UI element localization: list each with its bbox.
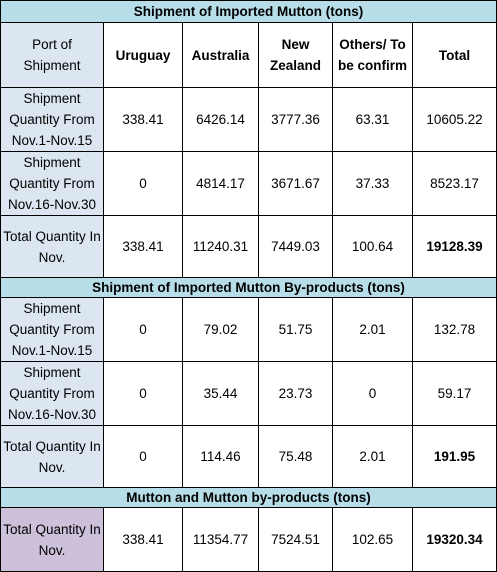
cell-total: 132.78 (411, 297, 497, 362)
cell-new-zealand: 75.48 (258, 425, 333, 488)
section-header-row: Shipment of Imported Mutton (tons) (0, 0, 497, 23)
cell-others: 102.65 (332, 507, 413, 572)
cell-uruguay: 338.41 (103, 87, 183, 152)
cell-total: 59.17 (411, 361, 497, 426)
header-new-zealand: New Zealand (258, 22, 333, 88)
cell-uruguay: 338.41 (103, 507, 183, 572)
header-australia: Australia (182, 22, 259, 88)
cell-total: 10605.22 (411, 87, 497, 152)
cell-australia: 79.02 (182, 297, 259, 362)
header-port-of-shipment: Port of Shipment (0, 22, 104, 88)
cell-others: 2.01 (332, 297, 413, 362)
cell-new-zealand: 51.75 (258, 297, 333, 362)
table-row: Shipment Quantity From Nov.1-Nov.15 0 79… (0, 297, 497, 362)
cell-total: 19320.34 (411, 507, 497, 572)
cell-others: 2.01 (332, 425, 413, 488)
table-row-total: Total Quantity In Nov. 0 114.46 75.48 2.… (0, 425, 497, 488)
section-header-row: Shipment of Imported Mutton By-products … (0, 277, 497, 298)
header-others: Others/ To be confirm (332, 22, 413, 88)
cell-uruguay: 0 (103, 425, 183, 488)
header-uruguay: Uruguay (103, 22, 183, 88)
section-title-mutton: Shipment of Imported Mutton (tons) (0, 0, 497, 23)
cell-others: 63.31 (332, 87, 413, 152)
cell-total: 8523.17 (411, 151, 497, 216)
cell-australia: 11240.31 (182, 215, 259, 278)
cell-new-zealand: 3777.36 (258, 87, 333, 152)
table-row: Shipment Quantity From Nov.16-Nov.30 0 4… (0, 151, 497, 216)
table-row: Shipment Quantity From Nov.1-Nov.15 338.… (0, 87, 497, 152)
cell-others: 37.33 (332, 151, 413, 216)
table-row-total: Total Quantity In Nov. 338.41 11240.31 7… (0, 215, 497, 278)
cell-uruguay: 0 (103, 151, 183, 216)
row-label: Total Quantity In Nov. (0, 215, 104, 278)
cell-uruguay: 0 (103, 297, 183, 362)
row-label: Shipment Quantity From Nov.16-Nov.30 (0, 151, 104, 216)
row-label: Shipment Quantity From Nov.1-Nov.15 (0, 297, 104, 362)
table-row: Shipment Quantity From Nov.16-Nov.30 0 3… (0, 361, 497, 426)
section-header-row: Mutton and Mutton by-products (tons) (0, 487, 497, 508)
cell-australia: 6426.14 (182, 87, 259, 152)
section-title-combined: Mutton and Mutton by-products (tons) (0, 487, 497, 508)
table-row-total: Total Quantity In Nov. 338.41 11354.77 7… (0, 507, 497, 572)
column-header-row: Port of Shipment Uruguay Australia New Z… (0, 22, 497, 88)
cell-others: 100.64 (332, 215, 413, 278)
cell-total: 191.95 (411, 425, 497, 488)
cell-new-zealand: 7524.51 (258, 507, 333, 572)
row-label: Shipment Quantity From Nov.16-Nov.30 (0, 361, 104, 426)
row-label: Total Quantity In Nov. (0, 507, 104, 572)
cell-australia: 4814.17 (182, 151, 259, 216)
row-label: Shipment Quantity From Nov.1-Nov.15 (0, 87, 104, 152)
cell-uruguay: 0 (103, 361, 183, 426)
cell-australia: 11354.77 (182, 507, 259, 572)
cell-uruguay: 338.41 (103, 215, 183, 278)
cell-australia: 114.46 (182, 425, 259, 488)
row-label: Total Quantity In Nov. (0, 425, 104, 488)
cell-new-zealand: 23.73 (258, 361, 333, 426)
cell-others: 0 (332, 361, 413, 426)
cell-australia: 35.44 (182, 361, 259, 426)
section-title-byproducts: Shipment of Imported Mutton By-products … (0, 277, 497, 298)
cell-new-zealand: 7449.03 (258, 215, 333, 278)
header-total: Total (411, 22, 497, 88)
cell-total: 19128.39 (411, 215, 497, 278)
cell-new-zealand: 3671.67 (258, 151, 333, 216)
